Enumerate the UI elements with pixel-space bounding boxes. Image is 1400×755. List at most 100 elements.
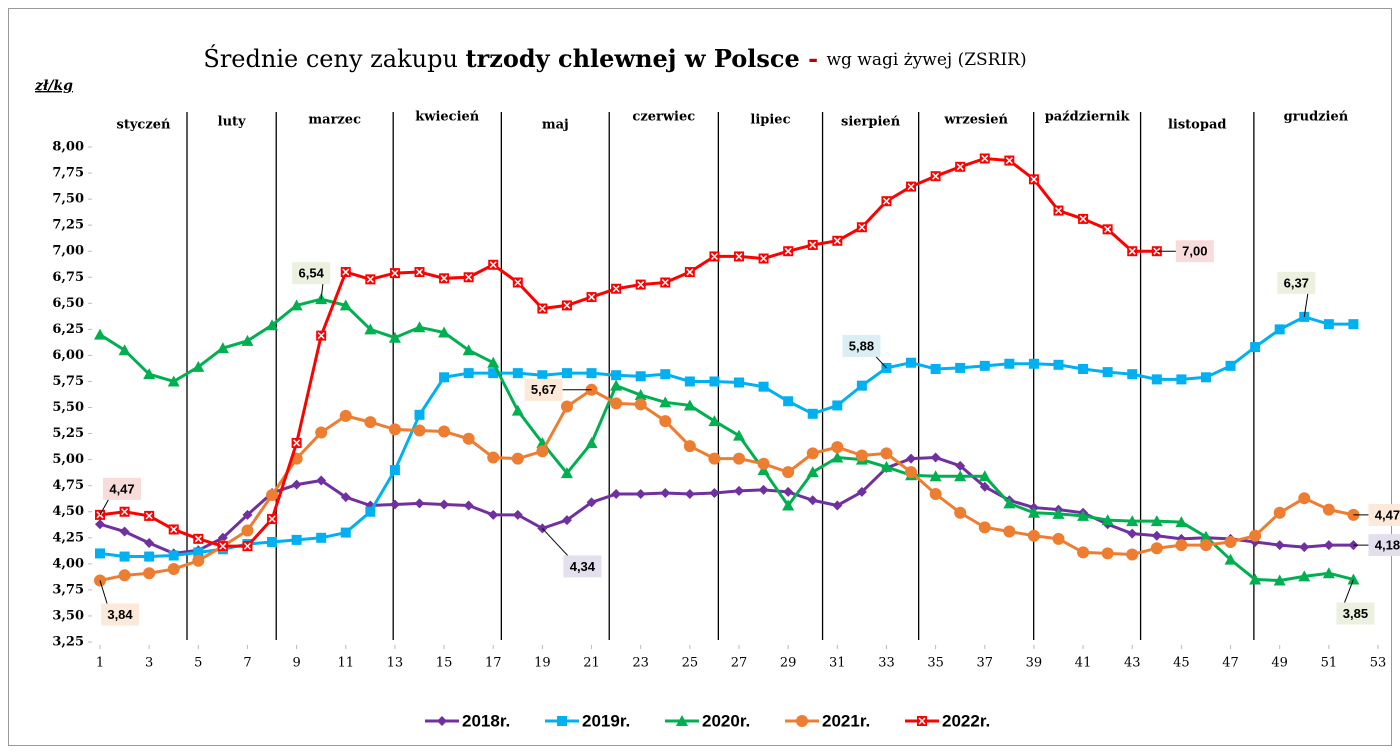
point [119, 526, 130, 537]
point-cross [918, 717, 926, 725]
point [586, 292, 597, 303]
point [1101, 514, 1114, 526]
legend-label: 2021r. [822, 711, 870, 730]
annotation-box [563, 555, 602, 578]
annotation-leader [1303, 290, 1309, 317]
point [340, 527, 351, 538]
point [242, 541, 253, 552]
point [167, 563, 180, 576]
point [660, 369, 671, 380]
point [438, 326, 451, 338]
point [144, 538, 155, 548]
point [389, 499, 400, 510]
point [1053, 205, 1064, 216]
series [95, 153, 1162, 552]
month-label: październik [1045, 110, 1131, 125]
point [709, 376, 720, 387]
point [488, 509, 499, 520]
point [831, 441, 844, 454]
annotation-box [1277, 271, 1316, 294]
legend-item: 2019r. [545, 711, 630, 730]
month-label: wrzesień [943, 113, 1008, 128]
point [389, 268, 400, 279]
point [537, 370, 548, 381]
x-tick-label: 21 [583, 656, 600, 671]
annotation: 6,54 [299, 266, 325, 281]
point-cross [563, 301, 571, 309]
x-tick-label: 37 [976, 656, 993, 671]
series-line [99, 297, 1354, 583]
x-tick-label: 47 [1222, 656, 1239, 671]
point [291, 534, 302, 545]
point [119, 551, 130, 562]
point [290, 299, 303, 311]
point [807, 239, 818, 250]
point [832, 500, 843, 511]
point [1274, 540, 1285, 551]
point-cross [1005, 157, 1013, 165]
x-tick-label: 23 [632, 656, 649, 671]
point [855, 449, 868, 462]
x-tick-label: 39 [1026, 656, 1043, 671]
point [561, 368, 572, 379]
annotation: 4,34 [570, 559, 596, 574]
point [511, 452, 524, 465]
annotation: 3,84 [107, 607, 133, 622]
point-cross [194, 535, 202, 543]
point [683, 440, 696, 453]
y-tick-label: 6,00 [52, 348, 84, 363]
point [1127, 246, 1138, 257]
month-label: sierpień [841, 115, 901, 130]
y-tick-label: 3,50 [52, 608, 84, 623]
x-tick-label: 33 [878, 656, 895, 671]
point [192, 554, 205, 567]
point [1224, 535, 1237, 548]
point [856, 486, 867, 497]
point [462, 344, 475, 356]
point [316, 330, 327, 341]
y-tick-label: 5,00 [52, 452, 84, 467]
point [659, 415, 672, 428]
legend-marker [917, 716, 927, 726]
point [684, 376, 695, 387]
point [1175, 516, 1188, 528]
point-cross [710, 252, 718, 260]
point [635, 489, 646, 500]
point [757, 457, 770, 470]
point [783, 486, 794, 497]
point [463, 272, 474, 283]
point-cross [121, 508, 129, 516]
point-cross [956, 163, 964, 171]
point [316, 532, 327, 543]
point [438, 425, 451, 438]
point-cross [1128, 247, 1136, 255]
series-line [99, 315, 1354, 559]
point-cross [243, 542, 251, 550]
x-tick-label: 49 [1271, 656, 1288, 671]
y-tick-label: 3,25 [52, 635, 84, 650]
y-axis-label: zł/kg [34, 78, 73, 94]
month-label: czerwiec [632, 110, 695, 125]
point-cross [809, 241, 817, 249]
point [118, 569, 131, 582]
point [316, 475, 327, 486]
point [1298, 492, 1311, 505]
point [1323, 540, 1334, 551]
annotation-box [1368, 503, 1400, 526]
point [881, 196, 892, 207]
legend-item: 2020r. [665, 711, 750, 730]
point [832, 235, 843, 246]
point [1126, 515, 1139, 527]
point [512, 368, 523, 379]
point [193, 533, 204, 544]
point-cross [833, 237, 841, 245]
point [560, 400, 573, 413]
point [315, 426, 328, 439]
annotation: 5,67 [531, 382, 556, 397]
point [586, 368, 597, 379]
point-cross [268, 515, 276, 523]
point [388, 423, 401, 436]
point [955, 460, 966, 471]
annotation-leader [1342, 579, 1354, 606]
point-cross [366, 275, 374, 283]
